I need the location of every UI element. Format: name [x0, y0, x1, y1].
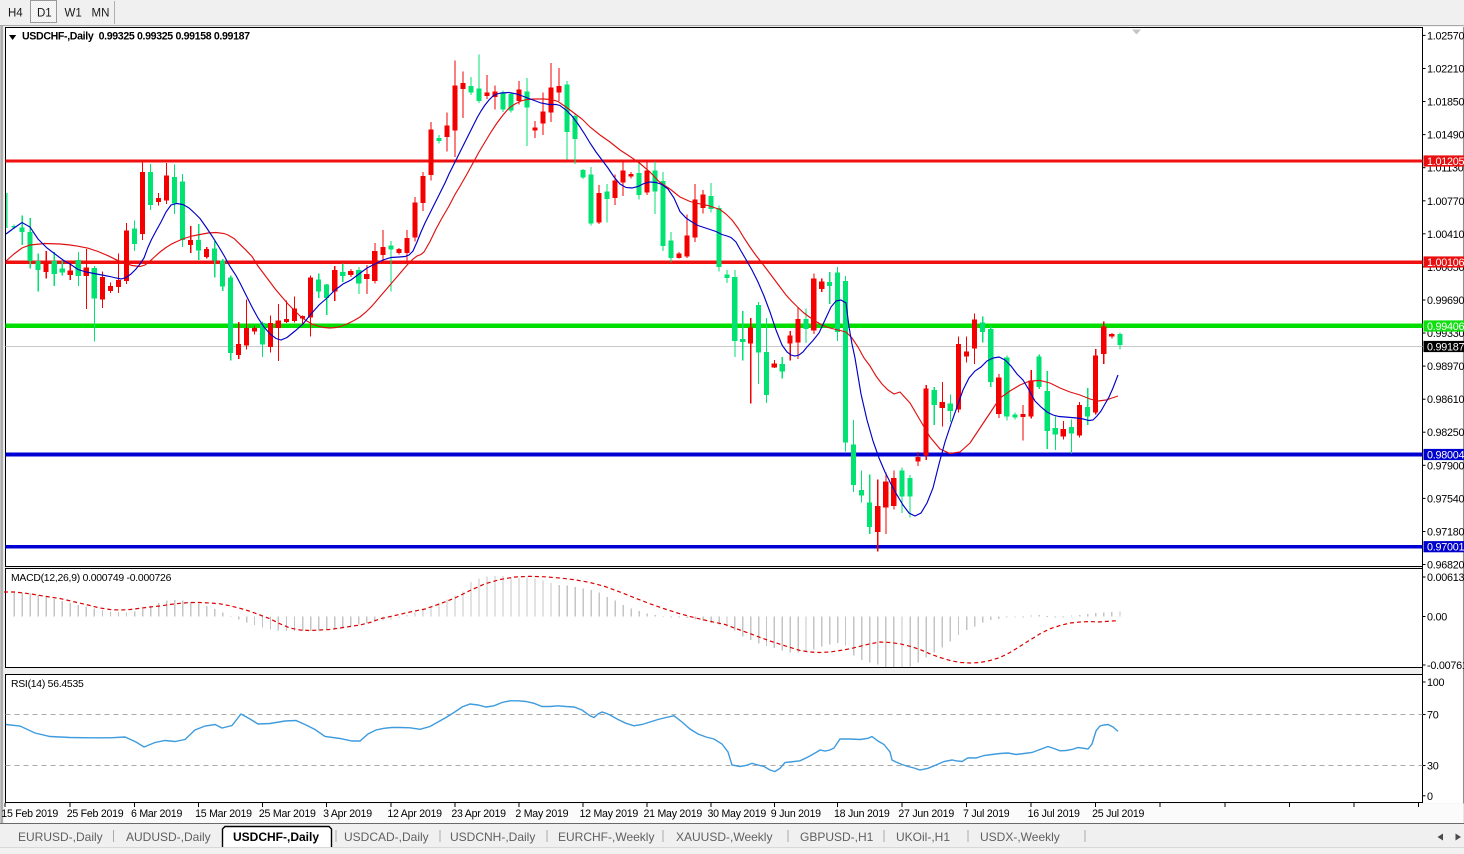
svg-text:25 Mar 2019: 25 Mar 2019 — [259, 808, 316, 820]
svg-text:0.97180: 0.97180 — [1427, 527, 1464, 539]
svg-text:12 May 2019: 12 May 2019 — [580, 808, 639, 820]
svg-text:9 Jun 2019: 9 Jun 2019 — [771, 808, 821, 820]
svg-text:0.00: 0.00 — [1427, 612, 1447, 624]
svg-text:1.01205: 1.01205 — [1427, 156, 1464, 168]
svg-text:RSI(14) 56.4535: RSI(14) 56.4535 — [11, 679, 84, 690]
svg-text:H4: H4 — [8, 8, 23, 20]
svg-text:16 Jul 2019: 16 Jul 2019 — [1028, 808, 1080, 820]
svg-text:0: 0 — [1427, 791, 1433, 803]
svg-text:15 Mar 2019: 15 Mar 2019 — [195, 808, 252, 820]
svg-text:0.98004: 0.98004 — [1427, 450, 1464, 462]
svg-text:0.99406: 0.99406 — [1427, 321, 1464, 333]
svg-text:W1: W1 — [65, 8, 82, 20]
svg-text:6 Mar 2019: 6 Mar 2019 — [131, 808, 182, 820]
svg-text:1.01850: 1.01850 — [1427, 97, 1464, 109]
svg-text:0.00613: 0.00613 — [1427, 572, 1464, 584]
svg-text:0.97540: 0.97540 — [1427, 493, 1464, 505]
svg-text:1.00106: 1.00106 — [1427, 257, 1464, 269]
svg-text:18 Jun 2019: 18 Jun 2019 — [834, 808, 890, 820]
svg-text:1.01490: 1.01490 — [1427, 130, 1464, 142]
svg-text:0.98970: 0.98970 — [1427, 361, 1464, 373]
svg-text:USDCHF-,Daily 0.99325 0.99325: USDCHF-,Daily 0.99325 0.99325 0.99158 0.… — [22, 31, 250, 43]
svg-text:EURCHF-,Weekly: EURCHF-,Weekly — [558, 830, 654, 844]
svg-text:0.98250: 0.98250 — [1427, 427, 1464, 439]
svg-text:0.99690: 0.99690 — [1427, 295, 1464, 307]
svg-text:USDX-,Weekly: USDX-,Weekly — [980, 830, 1060, 844]
svg-text:70: 70 — [1427, 710, 1439, 722]
svg-text:0.98610: 0.98610 — [1427, 394, 1464, 406]
svg-text:0.99187: 0.99187 — [1427, 342, 1464, 354]
svg-text:GBPUSD-,H1: GBPUSD-,H1 — [800, 830, 874, 844]
svg-text:1.00770: 1.00770 — [1427, 196, 1464, 208]
svg-text:EURUSD-,Daily: EURUSD-,Daily — [18, 830, 103, 844]
svg-text:25 Feb 2019: 25 Feb 2019 — [67, 808, 124, 820]
svg-text:15 Feb 2019: 15 Feb 2019 — [1, 808, 58, 820]
svg-text:7 Jul 2019: 7 Jul 2019 — [963, 808, 1010, 820]
svg-text:0.96820: 0.96820 — [1427, 560, 1464, 572]
svg-text:AUDUSD-,Daily: AUDUSD-,Daily — [126, 830, 211, 844]
svg-text:21 May 2019: 21 May 2019 — [644, 808, 703, 820]
svg-text:1.02570: 1.02570 — [1427, 30, 1464, 42]
svg-text:XAUUSD-,Weekly: XAUUSD-,Weekly — [676, 830, 772, 844]
svg-text:USDCNH-,Daily: USDCNH-,Daily — [450, 830, 535, 844]
svg-text:USDCHF-,Daily: USDCHF-,Daily — [233, 830, 319, 844]
svg-text:27 Jun 2019: 27 Jun 2019 — [898, 808, 954, 820]
svg-text:2 May 2019: 2 May 2019 — [515, 808, 568, 820]
svg-text:USDCAD-,Daily: USDCAD-,Daily — [344, 830, 429, 844]
svg-text:100: 100 — [1427, 677, 1445, 689]
svg-text:MN: MN — [92, 8, 110, 20]
svg-text:0.97001: 0.97001 — [1427, 542, 1464, 554]
svg-text:30 May 2019: 30 May 2019 — [708, 808, 767, 820]
svg-text:30: 30 — [1427, 761, 1439, 773]
svg-text:3 Apr 2019: 3 Apr 2019 — [323, 808, 372, 820]
svg-text:1.00410: 1.00410 — [1427, 229, 1464, 241]
svg-text:0.97900: 0.97900 — [1427, 460, 1464, 472]
svg-text:-0.007612: -0.007612 — [1427, 660, 1464, 672]
svg-text:1.02210: 1.02210 — [1427, 64, 1464, 76]
svg-text:D1: D1 — [37, 8, 52, 20]
svg-text:23 Apr 2019: 23 Apr 2019 — [451, 808, 506, 820]
svg-text:12 Apr 2019: 12 Apr 2019 — [387, 808, 442, 820]
svg-text:MACD(12,26,9) 0.000749 -0.0007: MACD(12,26,9) 0.000749 -0.000726 — [11, 573, 172, 584]
svg-text:UKOil-,H1: UKOil-,H1 — [896, 830, 950, 844]
svg-text:25 Jul 2019: 25 Jul 2019 — [1092, 808, 1144, 820]
